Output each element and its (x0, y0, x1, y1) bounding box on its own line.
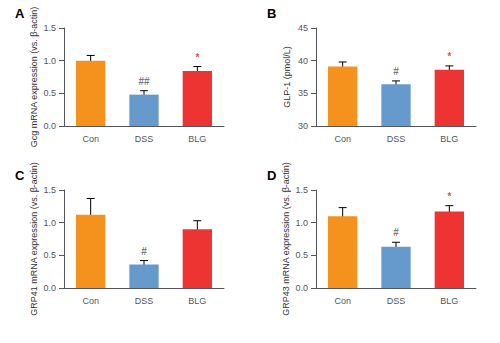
svg-text:0.5: 0.5 (43, 250, 56, 260)
svg-text:##: ## (138, 76, 150, 87)
svg-text:45: 45 (298, 23, 308, 33)
svg-text:BLG: BLG (440, 134, 458, 144)
svg-text:#: # (393, 66, 399, 77)
svg-text:Con: Con (82, 296, 99, 306)
svg-text:1.5: 1.5 (43, 185, 56, 195)
svg-text:*: * (447, 51, 451, 62)
svg-text:#: # (393, 227, 399, 238)
svg-text:DSS: DSS (135, 134, 154, 144)
svg-text:BLG: BLG (188, 296, 206, 306)
svg-text:GRP43 mRNA expression (vs. β-a: GRP43 mRNA expression (vs. β-actin) (281, 162, 291, 316)
svg-text:A: A (15, 6, 25, 21)
svg-text:1.0: 1.0 (295, 218, 308, 228)
svg-text:0.0: 0.0 (43, 283, 56, 293)
svg-text:C: C (15, 168, 25, 183)
svg-text:#: # (141, 246, 147, 257)
svg-text:0.0: 0.0 (295, 283, 308, 293)
svg-text:BLG: BLG (188, 134, 206, 144)
svg-text:B: B (267, 6, 276, 21)
svg-text:1.5: 1.5 (295, 185, 308, 195)
svg-text:DSS: DSS (387, 296, 406, 306)
svg-text:BLG: BLG (440, 296, 458, 306)
svg-text:1.5: 1.5 (43, 23, 56, 33)
svg-text:Con: Con (334, 134, 351, 144)
svg-text:Con: Con (334, 296, 351, 306)
svg-text:GRP41 mRNA expression (vs. β-a: GRP41 mRNA expression (vs. β-actin) (29, 162, 39, 316)
svg-text:DSS: DSS (387, 134, 406, 144)
svg-text:0.5: 0.5 (43, 88, 56, 98)
svg-text:30: 30 (298, 121, 308, 131)
svg-text:*: * (195, 52, 199, 63)
svg-text:*: * (447, 191, 451, 202)
svg-text:Gcg mRNA expression (vs. β-act: Gcg mRNA expression (vs. β-actin) (29, 7, 39, 148)
svg-text:GLP-1 (pmol/L): GLP-1 (pmol/L) (282, 46, 292, 108)
svg-text:Con: Con (82, 134, 99, 144)
svg-text:35: 35 (298, 88, 308, 98)
svg-text:D: D (267, 168, 276, 183)
svg-text:0.0: 0.0 (43, 121, 56, 131)
svg-text:0.5: 0.5 (295, 250, 308, 260)
svg-text:40: 40 (298, 56, 308, 66)
svg-text:DSS: DSS (135, 296, 154, 306)
svg-text:1.0: 1.0 (43, 218, 56, 228)
svg-text:1.0: 1.0 (43, 56, 56, 66)
